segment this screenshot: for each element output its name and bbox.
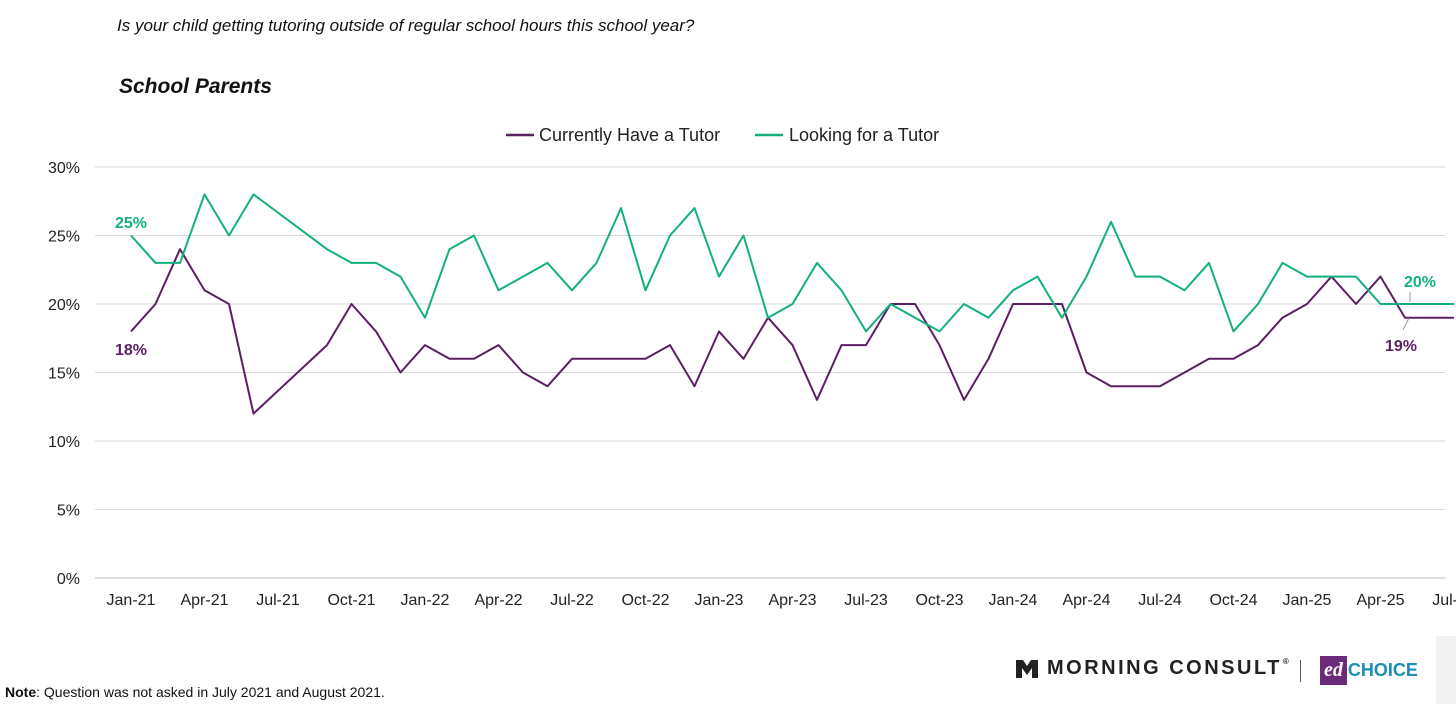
y-tick-label: 30% bbox=[48, 160, 80, 177]
series-line-looking-for-a-tutor bbox=[130, 193, 1454, 333]
morning-consult-logo: MORNING CONSULT® bbox=[1015, 657, 1291, 680]
line-chart: 0% 5% 10% 15% 20% 25% 30% Jan-21 Apr-21 Jul-21 Oc… bbox=[48, 125, 1456, 609]
footnote: Note: Question was not asked in July 202… bbox=[5, 684, 385, 700]
data-label-looking-first: 25% bbox=[115, 215, 147, 232]
y-tick-label: 10% bbox=[48, 434, 80, 451]
edchoice-choice: CHOICE bbox=[1347, 660, 1418, 680]
x-tick-label: Jan-23 bbox=[695, 592, 744, 609]
x-axis-ticks: Jan-21 Apr-21 Jul-21 Oct-21 Jan-22 Apr-22 Jul-… bbox=[107, 592, 1456, 609]
y-tick-label: 25% bbox=[48, 229, 80, 246]
y-tick-label: 5% bbox=[57, 503, 80, 520]
x-tick-label: Oct-22 bbox=[621, 592, 669, 609]
series-line-currently-have-a-tutor bbox=[130, 248, 1454, 415]
morning-consult-text: MORNING CONSULT® bbox=[1047, 657, 1292, 679]
data-label-looking-last: 20% bbox=[1404, 274, 1436, 291]
x-tick-label: Jan-24 bbox=[989, 592, 1038, 609]
corner-panel bbox=[1436, 636, 1456, 704]
legend: Currently Have a Tutor Looking for a Tut… bbox=[506, 125, 939, 145]
y-axis-ticks: 0% 5% 10% 15% 20% 25% 30% bbox=[48, 160, 80, 588]
x-tick-label: Jan-25 bbox=[1283, 592, 1332, 609]
x-tick-label: Jul-22 bbox=[550, 592, 594, 609]
edchoice-ed: ed bbox=[1320, 656, 1347, 685]
x-tick-label: Apr-21 bbox=[180, 592, 228, 609]
morning-consult-m-icon bbox=[1016, 659, 1038, 678]
series-lines bbox=[130, 193, 1454, 415]
x-tick-label: Oct-24 bbox=[1209, 592, 1257, 609]
x-tick-label: Jul-24 bbox=[1138, 592, 1182, 609]
x-tick-label: Jul-23 bbox=[844, 592, 888, 609]
legend-label-looking: Looking for a Tutor bbox=[789, 125, 939, 145]
footnote-text: : Question was not asked in July 2021 an… bbox=[36, 684, 385, 700]
x-tick-label: Apr-23 bbox=[768, 592, 816, 609]
chart-subtitle: School Parents bbox=[119, 75, 272, 98]
chart-question: Is your child getting tutoring outside o… bbox=[117, 16, 695, 35]
leader-line-currently bbox=[1402, 317, 1410, 331]
y-tick-label: 15% bbox=[48, 366, 80, 383]
y-tick-label: 0% bbox=[57, 571, 80, 588]
x-tick-label: Oct-21 bbox=[327, 592, 375, 609]
legend-label-currently: Currently Have a Tutor bbox=[539, 125, 720, 145]
y-tick-label: 20% bbox=[48, 297, 80, 314]
x-tick-label: Jul-25 bbox=[1432, 592, 1456, 609]
x-tick-label: Apr-24 bbox=[1062, 592, 1110, 609]
edchoice-logo: ed CHOICE bbox=[1320, 656, 1418, 685]
logo-divider bbox=[1300, 660, 1301, 682]
gridlines bbox=[95, 166, 1445, 579]
x-tick-label: Jan-22 bbox=[401, 592, 450, 609]
x-tick-label: Apr-22 bbox=[474, 592, 522, 609]
footnote-label: Note bbox=[5, 684, 37, 700]
data-label-currently-first: 18% bbox=[115, 342, 147, 359]
x-tick-label: Apr-25 bbox=[1356, 592, 1404, 609]
x-tick-label: Oct-23 bbox=[915, 592, 963, 609]
data-label-currently-last: 19% bbox=[1385, 338, 1417, 355]
x-tick-label: Jul-21 bbox=[256, 592, 300, 609]
data-labels: 18% 19% 25% 20% bbox=[115, 215, 1436, 359]
x-tick-label: Jan-21 bbox=[107, 592, 156, 609]
